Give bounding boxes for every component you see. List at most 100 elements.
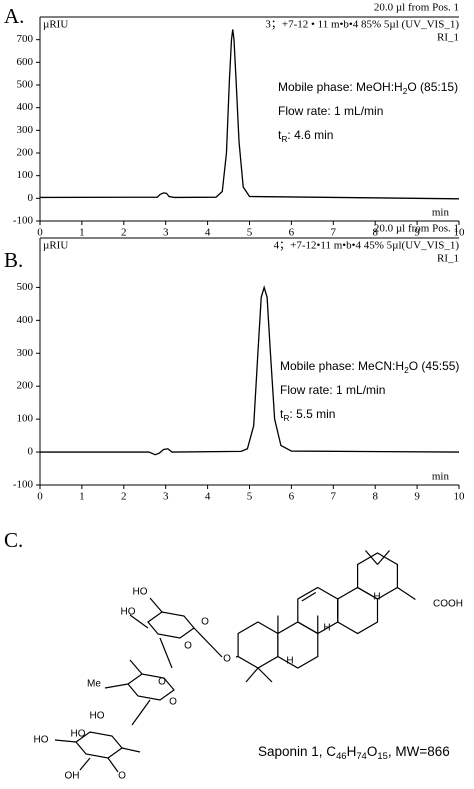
bond xyxy=(235,655,239,658)
text-segment: : 5.5 min xyxy=(289,407,335,421)
trace xyxy=(40,285,460,456)
x-axis-label: min xyxy=(432,207,450,219)
y-tick-label: -100 xyxy=(13,479,34,491)
caption: Saponin 1, C46H74O15, MW=866 xyxy=(258,744,450,762)
x-tick-label: 6 xyxy=(289,491,295,503)
trace xyxy=(39,29,460,200)
bond xyxy=(129,659,143,675)
atom-label: Me xyxy=(87,679,101,690)
sugar-ring xyxy=(147,611,195,639)
x-tick-label: 8 xyxy=(372,491,378,503)
x-tick-label: 2 xyxy=(121,491,127,503)
atom-label: O xyxy=(169,697,177,708)
bond xyxy=(79,757,91,771)
x-tick-label: 5 xyxy=(247,227,253,239)
y-tick-label: 200 xyxy=(17,147,34,159)
bond xyxy=(377,550,390,565)
header-text: 20.0 µl from Pos. 1 xyxy=(374,2,459,14)
x-tick-label: 1 xyxy=(79,491,85,503)
x-tick-label: 4 xyxy=(205,227,211,239)
atom-label: HO xyxy=(90,711,105,722)
text-segment: t xyxy=(278,128,282,142)
text-segment: Mobile phase: MeCN:H xyxy=(280,359,404,373)
text-segment: : 4.6 min xyxy=(287,128,333,142)
x-tick-label: 3 xyxy=(163,227,169,239)
x-tick-label: 2 xyxy=(121,227,127,239)
subscript: R xyxy=(281,134,287,144)
subscript: 74 xyxy=(356,751,367,762)
atom-label: COOH xyxy=(433,599,463,610)
x-tick-label: 5 xyxy=(247,491,253,503)
x-tick-label: 10 xyxy=(454,491,466,503)
annotation: Mobile phase: MeOH:H2O (85:15) xyxy=(278,80,458,96)
y-tick-label: 700 xyxy=(17,33,34,45)
bond xyxy=(257,667,273,683)
bond xyxy=(107,757,119,773)
subscript: R xyxy=(283,413,289,423)
panel-label: A. xyxy=(4,4,24,28)
annotation: Mobile phase: MeCN:H2O (45:55) xyxy=(280,359,459,375)
subscript: 2 xyxy=(403,86,408,96)
y-tick-label: 200 xyxy=(17,380,34,392)
bond xyxy=(149,597,163,613)
x-tick-label: 4 xyxy=(205,491,211,503)
header-text: 3；+7-12 • 11 m•b•4 85% 5µl (UV_VIS_1) xyxy=(265,19,459,31)
text-segment: Mobile phase: MeOH:H xyxy=(278,80,403,94)
text-segment: , MW=866 xyxy=(388,744,450,759)
x-tick-label: 10 xyxy=(454,227,466,239)
bond xyxy=(129,614,149,629)
atom-label: O xyxy=(158,677,166,688)
y-tick-label: 400 xyxy=(17,101,34,113)
bond xyxy=(193,627,223,658)
bond xyxy=(54,739,77,743)
annotation: Flow rate: 1 mL/min xyxy=(280,383,385,397)
y-tick-label: 300 xyxy=(17,347,34,359)
text-segment: O (45:55) xyxy=(409,359,460,373)
panel-label: C. xyxy=(4,528,23,552)
x-tick-label: 7 xyxy=(331,227,337,239)
y-tick-label: -100 xyxy=(13,215,34,227)
x-tick-label: 1 xyxy=(79,227,85,239)
y-axis-label: µRIU xyxy=(43,240,68,252)
atom-label: HO xyxy=(71,729,86,740)
text-segment: Flow rate: 1 mL/min xyxy=(280,383,385,397)
x-tick-label: 8 xyxy=(372,227,378,239)
text-segment: O (85:15) xyxy=(407,80,458,94)
x-tick-label: 0 xyxy=(37,227,43,239)
panel-label: B. xyxy=(4,248,23,272)
subscript: 15 xyxy=(377,751,388,762)
bond xyxy=(365,550,378,565)
y-tick-label: 0 xyxy=(28,446,34,458)
bond xyxy=(245,667,259,683)
atom-label: O xyxy=(118,771,126,782)
header-text: 20.0 µl from Pos. 1 xyxy=(374,223,459,235)
bond xyxy=(121,747,141,753)
y-axis-label: µRIU xyxy=(43,19,68,31)
text-segment: O xyxy=(367,744,378,759)
atom-label: O xyxy=(223,654,231,665)
y-tick-label: 400 xyxy=(17,314,34,326)
ring xyxy=(277,621,319,669)
text-segment: Saponin 1, C xyxy=(258,744,336,759)
annotation: Flow rate: 1 mL/min xyxy=(278,104,383,118)
ring xyxy=(337,586,379,635)
atom-label: O xyxy=(201,617,209,628)
y-tick-label: 100 xyxy=(17,169,34,181)
x-tick-label: 6 xyxy=(289,227,295,239)
text-segment: t xyxy=(280,407,284,421)
text-segment: Flow rate: 1 mL/min xyxy=(278,104,383,118)
y-tick-label: 600 xyxy=(17,56,34,68)
atom-label: H xyxy=(286,656,293,667)
annotation: tR: 4.6 min xyxy=(278,128,333,144)
bond xyxy=(131,699,151,726)
subscript: 2 xyxy=(404,365,409,375)
y-tick-label: 0 xyxy=(28,192,34,204)
x-tick-label: 9 xyxy=(414,491,420,503)
bond xyxy=(104,683,129,689)
header-text: 4；+7-12•11 m•b•4 45% 5µl(UV_VIS_1) xyxy=(274,240,460,252)
ring xyxy=(237,621,279,669)
x-tick-label: 3 xyxy=(163,491,169,503)
atom-label: HO xyxy=(133,587,148,598)
